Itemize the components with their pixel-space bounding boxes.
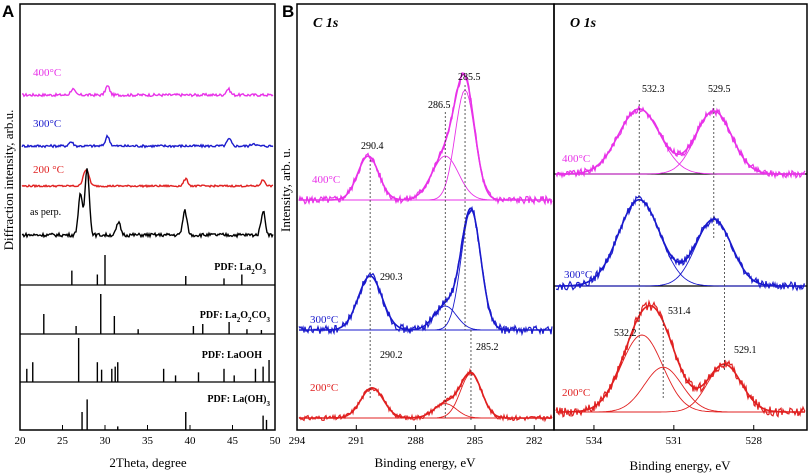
c1s-ann-2902: 290.2 (380, 350, 403, 361)
o1s-raw-line (555, 299, 806, 418)
c1s-ann-2904: 290.4 (361, 141, 384, 152)
o1s-label-200: 200°C (562, 387, 590, 399)
o1s-component (556, 363, 804, 413)
xrd-xtick-label: 50 (270, 435, 282, 447)
o1s-fit-line (556, 198, 805, 287)
o1s-component (556, 366, 804, 413)
o1s-component (556, 199, 804, 287)
xrd-xtick-label: 45 (227, 435, 239, 447)
xrd-xtick-label: 20 (15, 435, 27, 447)
xrd-xlabel: 2Theta, degree (109, 455, 186, 470)
c1s-title: C 1s (313, 16, 339, 31)
c1s-chart: 294 291 288 285 282 C 1s Binding energy, eV … (278, 3, 555, 470)
o1s-raw-line (555, 105, 806, 180)
o1s-title: O 1s (570, 16, 597, 31)
xrd-series-line (21, 169, 274, 189)
c1s-ann-2855: 285.5 (458, 72, 481, 83)
xrd-chart: 20 25 30 35 40 45 50 2Theta, degree Diffractio… (1, 3, 282, 470)
o1s-ann-5291: 529.1 (734, 345, 757, 356)
o1s-frame (553, 3, 808, 431)
c1s-label-400: 400°C (312, 174, 340, 186)
xrd-series-line (22, 85, 274, 99)
pdf-label-la2o3: PDF: La2O3 (214, 262, 266, 276)
o1s-ann-5295: 529.5 (708, 84, 731, 95)
o1s-chart: 534 531 528 O 1s Binding energy, eV 400°C … (553, 3, 808, 473)
o1s-raw-line (555, 194, 806, 292)
panel-label-a: A (2, 2, 14, 21)
c1s-xtick-label: 294 (289, 435, 306, 447)
o1s-fit-line (556, 108, 805, 175)
c1s-raw-line (298, 72, 553, 206)
xrd-xtick-label: 40 (185, 435, 197, 447)
o1s-component (556, 108, 804, 175)
c1s-xtick-label: 282 (526, 435, 543, 447)
o1s-xtick-label: 531 (666, 435, 683, 447)
o1s-label-300: 300°C (564, 269, 592, 281)
c1s-frame (296, 3, 555, 431)
xrd-xtick-label: 30 (100, 435, 112, 447)
xrd-label-400: 400°C (33, 67, 61, 79)
xrd-label-300: 300°C (33, 118, 61, 130)
c1s-label-200: 200°C (310, 382, 338, 394)
c1s-fit-line (299, 73, 552, 201)
o1s-component (556, 218, 804, 287)
pdf-la2o3-pre: PDF: La (214, 262, 251, 273)
xrd-ylabel: Diffraction intensity, arb.u. (1, 110, 16, 251)
pdf-label-laooh: PDF: LaOOH (202, 350, 262, 361)
o1s-xtick-label: 534 (586, 435, 603, 447)
pdf-la2o3-sub1: 2 (251, 268, 255, 276)
c1s-xtick-label: 288 (407, 435, 424, 447)
pdf-la2o3-sub2: 3 (263, 268, 267, 276)
c1s-raw-line (298, 367, 553, 423)
c1s-label-300: 300°C (310, 314, 338, 326)
xrd-series-line (21, 134, 274, 149)
xrd-xtick-label: 25 (57, 435, 69, 447)
c1s-fit-line (299, 371, 552, 419)
o1s-xtick-label: 528 (745, 435, 762, 447)
c1s-ylabel: Intensity, arb. u. (278, 148, 293, 232)
xrd-xtick-label: 35 (142, 435, 154, 447)
c1s-xtick-label: 291 (348, 435, 365, 447)
c1s-fit-line (299, 207, 552, 331)
c1s-component (299, 372, 551, 419)
xrd-series-line (21, 168, 274, 240)
xrd-label-200: 200 °C (33, 164, 64, 176)
c1s-xlabel: Binding energy, eV (374, 455, 476, 470)
o1s-ann-5323: 532.3 (642, 84, 665, 95)
c1s-xtick-label: 285 (467, 435, 484, 447)
o1s-component (556, 334, 804, 413)
pdf-label-la2o2co3: PDF: La2O2CO3 (200, 310, 271, 324)
c1s-component (299, 209, 551, 331)
pdf-la2o3-mid: O (255, 262, 263, 273)
c1s-ann-2903: 290.3 (380, 272, 403, 283)
c1s-ann-2852: 285.2 (476, 342, 499, 353)
panel-label-b: B (282, 2, 294, 21)
pdf-label-laoh3: PDF: La(OH)3 (207, 394, 270, 408)
o1s-ann-5322: 532.2 (614, 328, 637, 339)
o1s-xlabel: Binding energy, eV (629, 458, 731, 473)
o1s-fit-line (556, 304, 805, 413)
o1s-ann-5314: 531.4 (668, 306, 691, 317)
xrd-label-asprep: as perp. (30, 207, 61, 218)
c1s-ann-2865: 286.5 (428, 100, 451, 111)
o1s-label-400: 400°C (562, 153, 590, 165)
